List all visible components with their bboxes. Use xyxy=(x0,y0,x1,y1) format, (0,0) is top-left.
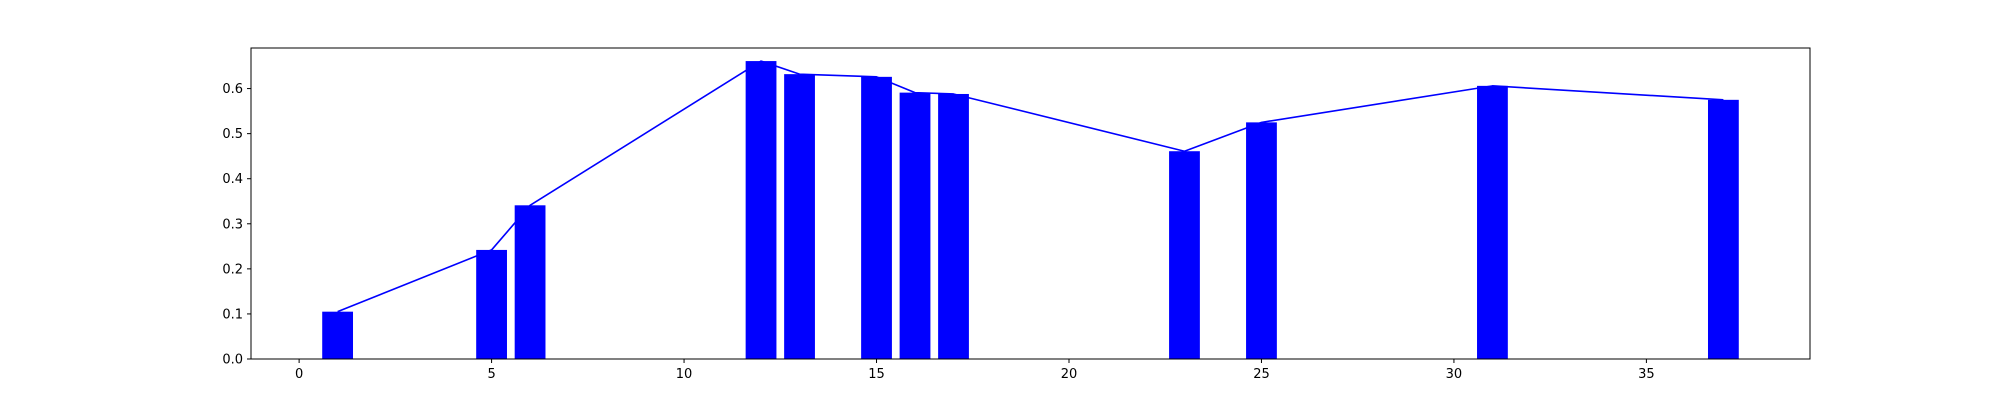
bar xyxy=(322,311,354,359)
y-tick-label: 0.4 xyxy=(222,172,243,187)
x-tick-label: 0 xyxy=(295,367,303,382)
bars-layer xyxy=(322,61,1739,360)
bar xyxy=(861,76,892,359)
series-line xyxy=(337,60,1724,313)
x-tick-label: 15 xyxy=(868,367,885,382)
line-layer xyxy=(337,60,1724,313)
y-axis: 0.0 0.1 0.2 0.3 0.4 0.5 0.6 xyxy=(222,82,251,368)
bar xyxy=(1169,151,1200,359)
bar xyxy=(938,93,969,360)
x-tick-label: 25 xyxy=(1253,367,1270,382)
y-tick-label: 0.6 xyxy=(222,82,243,97)
x-tick-label: 5 xyxy=(487,367,495,382)
plot-area-frame xyxy=(250,47,1811,360)
y-tick-label: 0.1 xyxy=(222,307,243,322)
bar xyxy=(745,61,777,359)
x-axis: 0 5 10 15 20 25 30 35 xyxy=(295,359,1655,382)
x-tick-label: 30 xyxy=(1446,367,1463,382)
y-tick-label: 0.0 xyxy=(222,353,243,368)
bar xyxy=(514,205,546,359)
bar xyxy=(1477,85,1508,359)
x-tick-label: 10 xyxy=(676,367,693,382)
bar xyxy=(476,249,507,359)
y-tick-label: 0.5 xyxy=(222,127,243,142)
bar xyxy=(899,92,931,360)
bar xyxy=(1246,122,1277,359)
x-tick-label: 20 xyxy=(1061,367,1078,382)
bar xyxy=(1707,99,1739,359)
y-tick-label: 0.3 xyxy=(222,217,243,232)
y-tick-label: 0.2 xyxy=(222,262,243,277)
x-tick-label: 35 xyxy=(1638,367,1655,382)
bar xyxy=(784,74,815,359)
